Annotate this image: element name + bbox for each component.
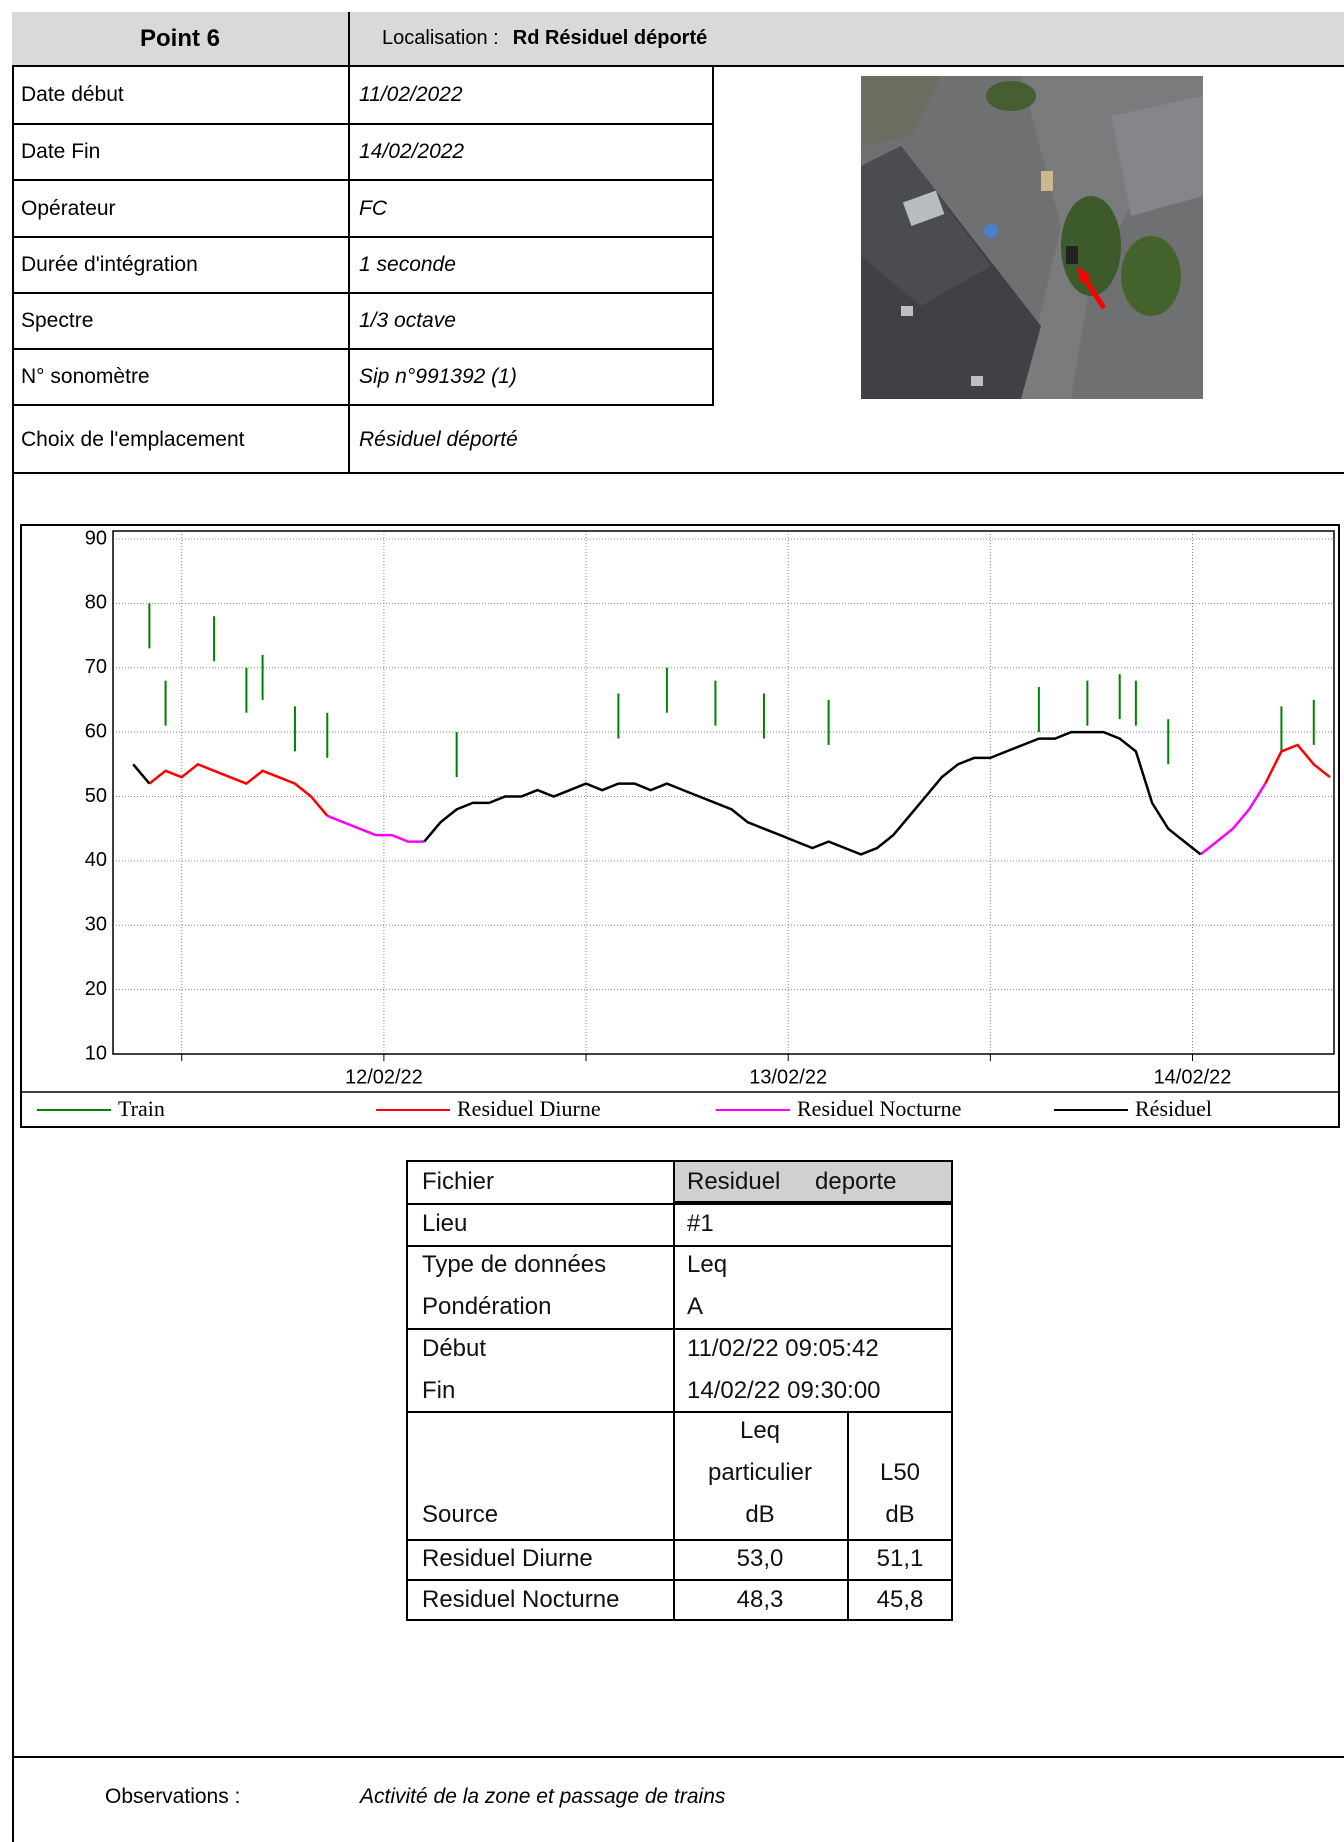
table-value: 11/02/22 09:05:42 — [687, 1335, 879, 1363]
header-leq: particulier — [673, 1459, 847, 1487]
table-label: Pondération — [422, 1293, 551, 1321]
header-source: Source — [422, 1501, 498, 1529]
table-value: Leq — [687, 1251, 727, 1279]
y-tick-label: 70 — [85, 656, 107, 678]
y-tick-label: 50 — [85, 785, 107, 807]
x-tick-label: 12/02/22 — [345, 1066, 423, 1088]
table-value: A — [687, 1293, 703, 1321]
header-l50: dB — [847, 1501, 953, 1529]
legend-label: Residuel Diurne — [457, 1096, 601, 1121]
y-tick-label: 40 — [85, 849, 107, 871]
header-l50: L50 — [847, 1459, 953, 1487]
observations-divider — [12, 1756, 1344, 1758]
table-label: Type de données — [422, 1251, 606, 1279]
leq-value: 53,0 — [673, 1545, 847, 1573]
x-tick-label: 13/02/22 — [749, 1066, 827, 1088]
source-name: Residuel Diurne — [422, 1545, 593, 1573]
row-divider — [406, 1203, 953, 1205]
row-divider — [406, 1328, 953, 1330]
observations-text: Activité de la zone et passage de trains — [360, 1785, 725, 1809]
y-tick-label: 30 — [85, 914, 107, 936]
page: Point 6 Localisation : Rd Résiduel dépor… — [0, 0, 1344, 1831]
legend-label: Train — [118, 1096, 165, 1121]
table-label: Fichier — [422, 1168, 494, 1196]
plot-area — [113, 531, 1334, 1054]
row-divider — [406, 1411, 953, 1413]
legend-label: Résiduel — [1135, 1096, 1212, 1121]
row-divider — [406, 1539, 953, 1541]
l50-value: 51,1 — [847, 1545, 953, 1573]
x-tick-label: 14/02/22 — [1154, 1066, 1232, 1088]
l50-value: 45,8 — [847, 1586, 953, 1614]
chart: 10 20 30 40 50 60 70 80 90 12/02/22 13/02/22 14/02/… — [0, 0, 1344, 1160]
legend-label: Residuel Nocturne — [797, 1096, 961, 1121]
y-tick-label: 80 — [85, 592, 107, 614]
y-tick-label: 20 — [85, 978, 107, 1000]
header-leq: Leq — [673, 1417, 847, 1445]
table-value: 14/02/22 09:30:00 — [687, 1377, 881, 1405]
table-value: Residuel deporte — [687, 1168, 896, 1196]
table-label: Lieu — [422, 1210, 467, 1238]
row-divider — [406, 1579, 953, 1581]
table-label: Début — [422, 1335, 486, 1363]
row-divider — [406, 1245, 953, 1247]
y-tick-label: 60 — [85, 720, 107, 742]
y-tick-label: 10 — [85, 1042, 107, 1064]
table-value: #1 — [687, 1210, 714, 1238]
y-tick-label: 90 — [85, 527, 107, 549]
table-label: Fin — [422, 1377, 455, 1405]
header-leq: dB — [673, 1501, 847, 1529]
leq-value: 48,3 — [673, 1586, 847, 1614]
observations-label: Observations : — [105, 1785, 240, 1809]
source-name: Residuel Nocturne — [422, 1586, 619, 1614]
